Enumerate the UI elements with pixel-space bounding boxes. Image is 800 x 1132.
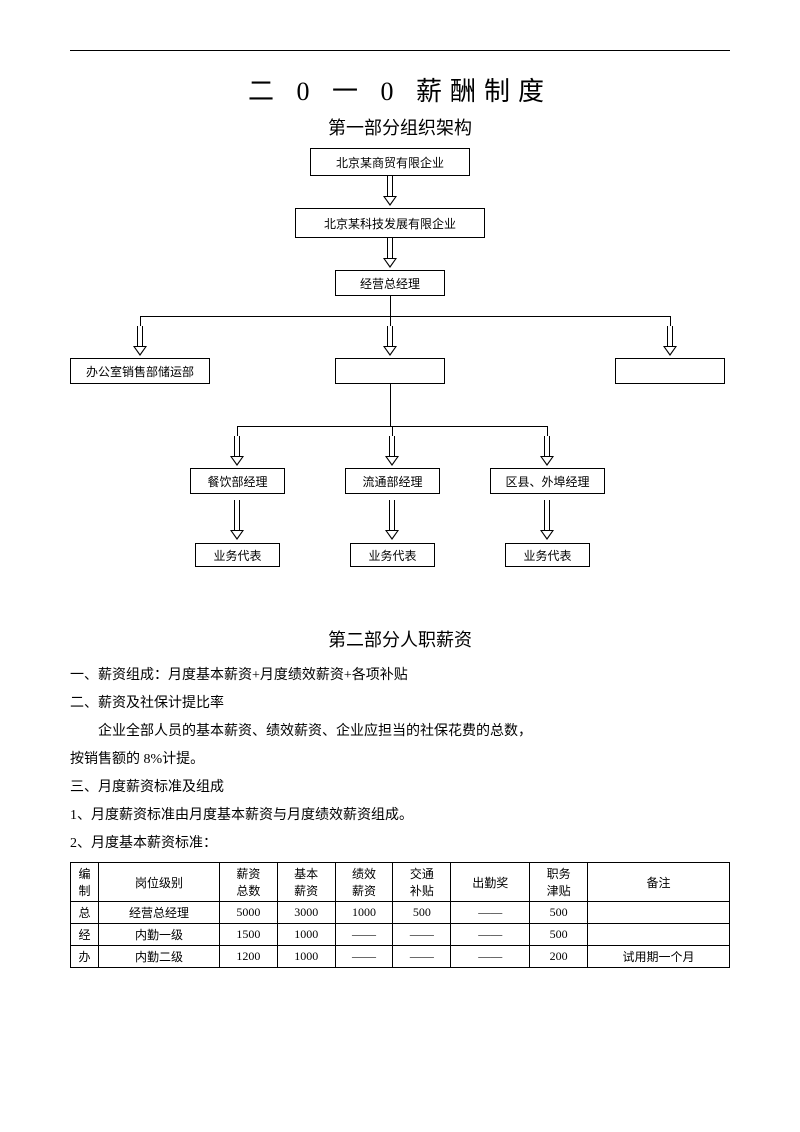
cell: 经营总经理 bbox=[99, 902, 220, 924]
flow-node: 办公室销售部储运部 bbox=[70, 358, 210, 384]
body-line-2: 二、薪资及社保计提比率 bbox=[70, 690, 730, 718]
body-line-6: 1、月度薪资标准由月度基本薪资与月度绩效薪资组成。 bbox=[70, 802, 730, 830]
salary-table: 编制 岗位级别 薪资总数 基本薪资 绩效薪资 交通补贴 出勤奖 职务津贴 备注 … bbox=[70, 862, 730, 968]
col-header: 绩效薪资 bbox=[335, 863, 393, 902]
cell: 1500 bbox=[219, 924, 277, 946]
col-header: 基本薪资 bbox=[277, 863, 335, 902]
body-line-4: 按销售额的 8%计提。 bbox=[70, 746, 730, 774]
group-cell: 办 bbox=[71, 946, 99, 968]
cell: 1000 bbox=[277, 946, 335, 968]
arrow-down-icon bbox=[383, 238, 397, 270]
cell: —— bbox=[393, 924, 451, 946]
connector-line bbox=[140, 316, 141, 326]
table-row: 办 内勤二级 1200 1000 —— —— —— 200 试用期一个月 bbox=[71, 946, 730, 968]
flow-node bbox=[615, 358, 725, 384]
table-header-row: 编制 岗位级别 薪资总数 基本薪资 绩效薪资 交通补贴 出勤奖 职务津贴 备注 bbox=[71, 863, 730, 902]
cell: 500 bbox=[530, 902, 588, 924]
arrow-down-icon bbox=[133, 326, 147, 358]
connector-line bbox=[392, 426, 393, 436]
flow-node: 业务代表 bbox=[350, 543, 435, 567]
body-line-5: 三、月度薪资标准及组成 bbox=[70, 774, 730, 802]
cell: —— bbox=[335, 946, 393, 968]
flow-node: 区县、外埠经理 bbox=[490, 468, 605, 494]
arrow-down-icon bbox=[383, 176, 397, 208]
connector-line bbox=[547, 426, 548, 436]
group-cell: 总 bbox=[71, 902, 99, 924]
flow-node bbox=[335, 358, 445, 384]
col-header: 出勤奖 bbox=[451, 863, 530, 902]
arrow-down-icon bbox=[385, 500, 399, 542]
connector-line bbox=[390, 296, 391, 316]
flow-node: 北京某商贸有限企业 bbox=[310, 148, 470, 176]
arrow-down-icon bbox=[230, 436, 244, 468]
flow-node: 餐饮部经理 bbox=[190, 468, 285, 494]
cell: 1200 bbox=[219, 946, 277, 968]
arrow-down-icon bbox=[385, 436, 399, 468]
body-line-1: 一、薪资组成：月度基本薪资+月度绩效薪资+各项补贴 bbox=[70, 662, 730, 690]
body-line-3: 企业全部人员的基本薪资、绩效薪资、企业应担当的社保花费的总数， bbox=[70, 718, 730, 746]
col-header: 岗位级别 bbox=[99, 863, 220, 902]
cell: 5000 bbox=[219, 902, 277, 924]
group-cell: 经 bbox=[71, 924, 99, 946]
cell: —— bbox=[393, 946, 451, 968]
flow-node: 业务代表 bbox=[195, 543, 280, 567]
section2-title: 第二部分人职薪资 bbox=[70, 626, 730, 652]
page-title: 二 0 一 0 薪酬制度 bbox=[70, 71, 730, 108]
flow-node: 业务代表 bbox=[505, 543, 590, 567]
cell bbox=[588, 902, 730, 924]
arrow-down-icon bbox=[230, 500, 244, 542]
col-header: 备注 bbox=[588, 863, 730, 902]
col-header: 编制 bbox=[71, 863, 99, 902]
arrow-down-icon bbox=[383, 326, 397, 358]
col-header: 薪资总数 bbox=[219, 863, 277, 902]
cell: 200 bbox=[530, 946, 588, 968]
flow-node: 经营总经理 bbox=[335, 270, 445, 296]
col-header: 交通补贴 bbox=[393, 863, 451, 902]
arrow-down-icon bbox=[663, 326, 677, 358]
connector-line bbox=[140, 316, 670, 317]
document-page: 二 0 一 0 薪酬制度 第一部分组织架构 北京某商贸有限企业北京某科技发展有限… bbox=[0, 0, 800, 1132]
cell bbox=[588, 924, 730, 946]
body-line-7: 2、月度基本薪资标准： bbox=[70, 830, 730, 858]
table-row: 经 内勤一级 1500 1000 —— —— —— 500 bbox=[71, 924, 730, 946]
col-header: 职务津贴 bbox=[530, 863, 588, 902]
section1-title: 第一部分组织架构 bbox=[70, 114, 730, 140]
flow-node: 流通部经理 bbox=[345, 468, 440, 494]
arrow-down-icon bbox=[540, 500, 554, 542]
cell: 500 bbox=[393, 902, 451, 924]
connector-line bbox=[237, 426, 238, 436]
connector-line bbox=[390, 384, 391, 426]
flow-node: 北京某科技发展有限企业 bbox=[295, 208, 485, 238]
cell: 1000 bbox=[335, 902, 393, 924]
cell: 内勤一级 bbox=[99, 924, 220, 946]
cell: 试用期一个月 bbox=[588, 946, 730, 968]
org-flowchart: 北京某商贸有限企业北京某科技发展有限企业经营总经理办公室销售部储运部餐饮部经理 流… bbox=[70, 148, 730, 608]
cell: —— bbox=[451, 902, 530, 924]
cell: 1000 bbox=[277, 924, 335, 946]
arrow-down-icon bbox=[540, 436, 554, 468]
connector-line bbox=[670, 316, 671, 326]
top-rule bbox=[70, 50, 730, 51]
cell: 内勤二级 bbox=[99, 946, 220, 968]
cell: 3000 bbox=[277, 902, 335, 924]
connector-line bbox=[390, 316, 391, 326]
cell: 500 bbox=[530, 924, 588, 946]
cell: —— bbox=[335, 924, 393, 946]
table-row: 总 经营总经理 5000 3000 1000 500 —— 500 bbox=[71, 902, 730, 924]
cell: —— bbox=[451, 946, 530, 968]
cell: —— bbox=[451, 924, 530, 946]
